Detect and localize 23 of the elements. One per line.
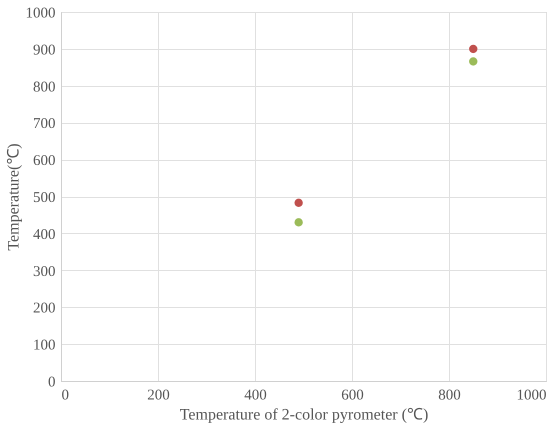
y-tick-label: 700 — [33, 116, 56, 132]
y-tick-label: 400 — [33, 226, 56, 243]
y-tick-label: 1000 — [26, 6, 56, 22]
y-tick-label: 800 — [33, 79, 56, 96]
point — [294, 218, 303, 227]
y-tick-label: 600 — [33, 153, 56, 170]
y-tick-label: 500 — [33, 190, 56, 206]
y-axis-title: Temperature(℃) — [6, 143, 22, 251]
y-tick-label: 0 — [48, 374, 56, 390]
x-tick-label: 600 — [341, 388, 364, 404]
x-tick-label: 800 — [438, 388, 461, 404]
y-tick-label: 900 — [33, 42, 56, 58]
y-tick-label: 200 — [33, 300, 56, 317]
y-tick-label: 300 — [33, 264, 56, 280]
point — [469, 57, 478, 66]
x-tick-label: 1000 — [516, 388, 546, 404]
x-tick-label: 200 — [147, 388, 170, 404]
x-tick-label: 400 — [244, 388, 267, 404]
x-tick-label: 0 — [62, 388, 69, 404]
y-tick-label: 100 — [33, 338, 56, 354]
point — [294, 198, 303, 207]
x-axis-title: Temperature of 2-color pyrometer (℃) — [180, 406, 428, 424]
point — [469, 44, 478, 54]
